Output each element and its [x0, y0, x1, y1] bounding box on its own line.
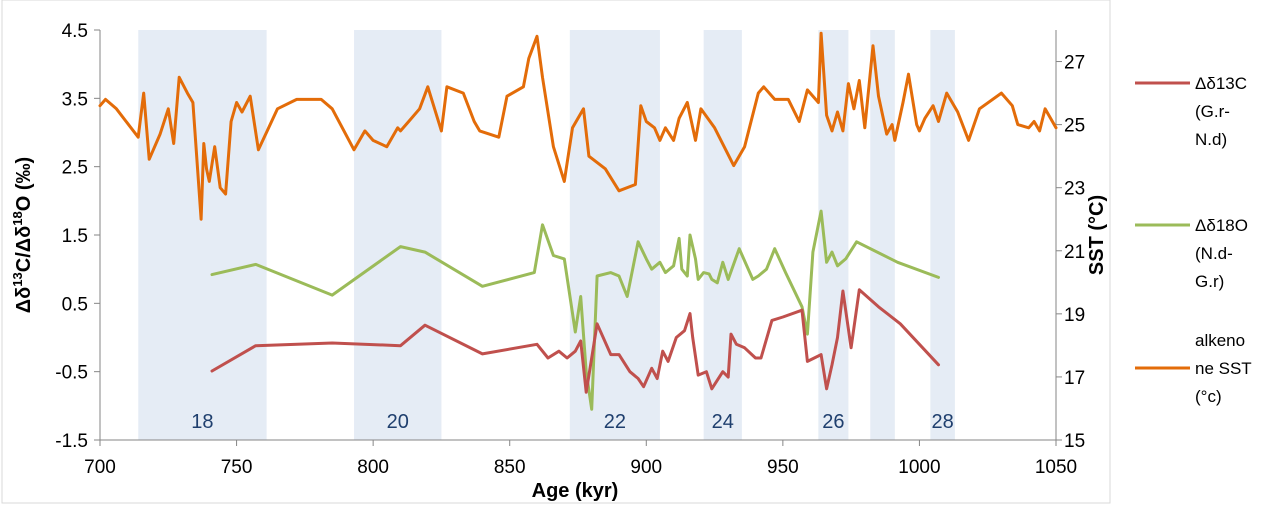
band-labels: 18 20 22 24 26 28 [191, 411, 953, 433]
series-lines [98, 31, 1058, 411]
y-tick-label: 0.5 [62, 294, 88, 315]
y-tick-label: 1.5 [62, 226, 88, 247]
x-tick-label: 1050 [1035, 457, 1077, 478]
y-tick-label: 2.5 [62, 158, 88, 179]
y2-axis-ticks: 15 17 19 21 23 25 27 [1056, 53, 1085, 452]
y2-tick-label: 27 [1064, 53, 1085, 74]
x-tick-label: 950 [767, 457, 799, 478]
band-label-28: 28 [932, 411, 954, 433]
legend: Δδ13C (G.r- N.d) Δδ18O (N.d- G.r) alkeno… [1135, 74, 1252, 406]
x-tick-label: 850 [494, 457, 526, 478]
x-tick-label: 800 [357, 457, 389, 478]
y-tick-label: 4.5 [62, 21, 88, 42]
y-tick-label: 3.5 [62, 89, 88, 110]
x-axis-title: Age (kyr) [532, 480, 619, 502]
y-tick-label: -1.5 [55, 431, 88, 452]
y2-tick-label: 23 [1064, 179, 1085, 200]
legend-label-d18o-3: G.r) [1195, 272, 1224, 291]
series-line-2 [98, 31, 1058, 221]
chart-border [1, 0, 1111, 504]
y2-tick-label: 21 [1064, 242, 1085, 263]
band-6 [930, 30, 955, 440]
legend-label-sst-1: alkeno [1195, 331, 1245, 350]
x-tick-label: 900 [630, 457, 662, 478]
y2-axis-title: SST (°C) [1086, 195, 1108, 275]
y2-tick-label: 17 [1064, 368, 1085, 389]
series-line-1 [210, 209, 940, 411]
x-axis-ticks: 700 750 800 850 900 950 1000 1050 [84, 440, 1077, 478]
legend-label-d18o-2: (N.d- [1195, 244, 1233, 263]
band-label-24: 24 [712, 411, 734, 433]
band-label-22: 22 [604, 411, 626, 433]
series-line-0 [210, 288, 940, 394]
legend-label-d13c-2: (G.r- [1195, 102, 1230, 121]
band-1 [354, 30, 442, 440]
band-label-18: 18 [191, 411, 213, 433]
band-label-20: 20 [387, 411, 409, 433]
x-tick-label: 750 [221, 457, 253, 478]
y-tick-label: -0.5 [55, 363, 88, 384]
x-tick-label: 700 [84, 457, 116, 478]
legend-label-d13c-1: Δδ13C [1195, 74, 1247, 93]
band-label-26: 26 [822, 411, 844, 433]
y2-tick-label: 25 [1064, 116, 1085, 137]
y-axis-title: Δδ13C/Δδ18O (‰) [10, 157, 35, 313]
band-0 [138, 30, 267, 440]
band-5 [870, 30, 895, 440]
legend-label-sst-2: ne SST [1195, 359, 1252, 378]
legend-label-d18o-1: Δδ18O [1195, 216, 1248, 235]
legend-label-d13c-3: N.d) [1195, 130, 1227, 149]
y2-tick-label: 15 [1064, 431, 1085, 452]
legend-label-sst-3: (°c) [1195, 387, 1222, 406]
x-tick-label: 1000 [898, 457, 940, 478]
y2-tick-label: 19 [1064, 305, 1085, 326]
y-axis-ticks: -1.5 -0.5 0.5 1.5 2.5 3.5 4.5 [55, 21, 100, 452]
